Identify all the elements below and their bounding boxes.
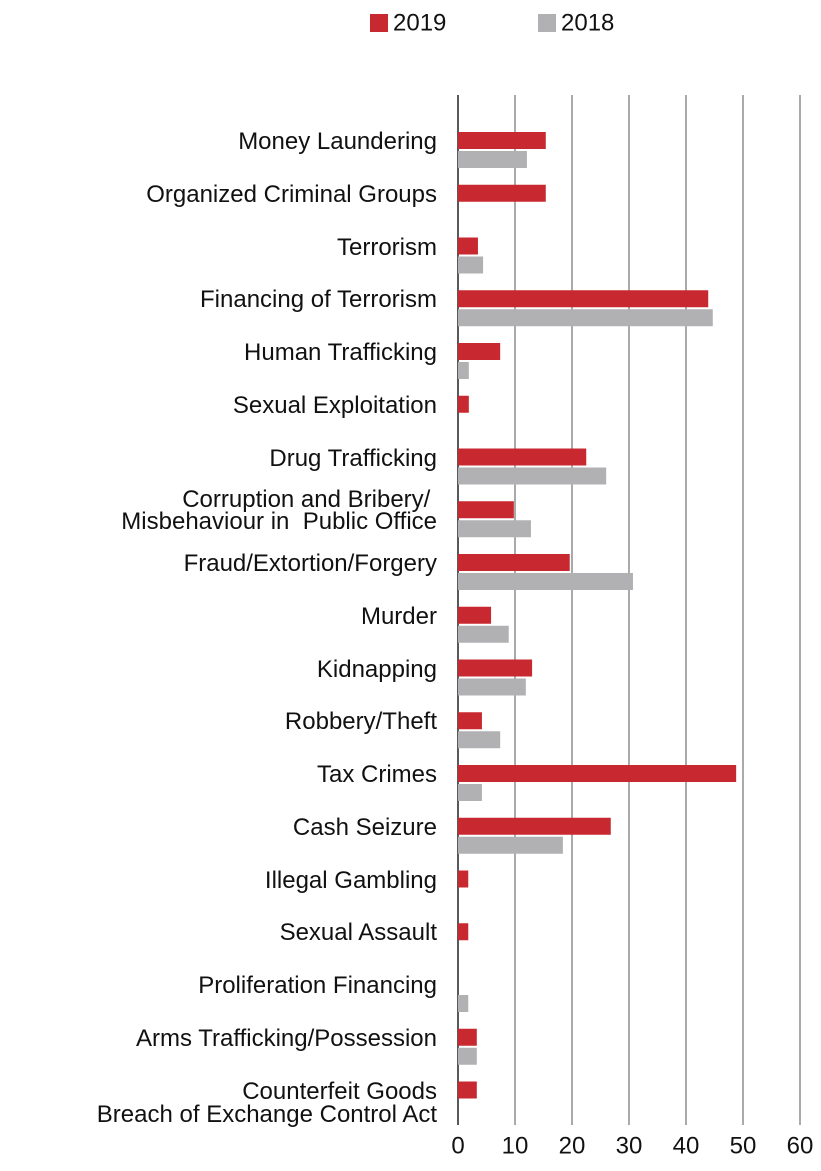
y-tick-label: Sexual Exploitation: [232, 391, 437, 419]
x-tick-label: 10: [502, 1132, 529, 1159]
y-tick-label: Financing of Terrorism: [200, 286, 437, 314]
legend-swatch: [370, 14, 388, 32]
bar: [458, 923, 469, 941]
bar: [458, 817, 611, 835]
bar: [458, 678, 526, 696]
y-tick-label: Fraud/Extortion/Forgery: [183, 550, 437, 577]
y-tick-label: Proliferation Financing: [198, 972, 437, 999]
bar: [458, 731, 501, 749]
bar: [458, 151, 527, 168]
legend-label: 2019: [393, 9, 446, 36]
bar: [458, 520, 531, 538]
y-tick-label: Corruption and Bribery/ Misbehaviour in …: [121, 486, 437, 536]
legend-label: 2018: [561, 9, 614, 36]
bar: [458, 448, 587, 466]
bar: [458, 184, 546, 202]
y-tick-label: Money Laundering: [238, 128, 437, 155]
y-tick-label: Sexual Assault: [279, 919, 437, 947]
bar: [458, 395, 469, 413]
bar: [458, 765, 737, 782]
y-tick-label: Terrorism: [337, 233, 437, 261]
y-tick-label: Arms Trafficking/Possession: [136, 1024, 437, 1052]
bar: [458, 712, 482, 730]
bar: [458, 1047, 477, 1065]
y-tick-label: Counterfeit Goods: [242, 1077, 437, 1105]
x-tick-label: 40: [673, 1132, 700, 1159]
y-tick-label: Tax Crimes: [316, 761, 437, 788]
bar: [458, 784, 482, 801]
x-tick-label: 50: [730, 1132, 757, 1159]
bar: [458, 625, 509, 643]
bar: [458, 343, 501, 360]
bar: [458, 836, 563, 854]
bar: [458, 1081, 477, 1099]
bar: [458, 309, 713, 327]
bar: [458, 237, 478, 255]
y-tick-label: Murder: [360, 602, 437, 630]
bar: [458, 256, 484, 274]
y-tick-label: Drug Trafficking: [269, 444, 437, 472]
x-tick-label: 60: [787, 1132, 814, 1159]
bar: [458, 870, 469, 888]
x-tick-label: 30: [616, 1132, 643, 1159]
bar: [458, 467, 607, 485]
x-tick-label: 20: [559, 1132, 586, 1159]
bar: [458, 659, 533, 677]
bar: [458, 995, 469, 1012]
bar: [458, 573, 633, 590]
x-tick-label: 0: [451, 1132, 464, 1159]
bar: [458, 132, 546, 149]
bar: [458, 290, 709, 308]
y-tick-label: Organized Criminal Groups: [146, 180, 437, 208]
y-tick-label: Cash Seizure: [292, 813, 437, 841]
y-tick-label: Robbery/Theft: [284, 708, 437, 736]
bar: [458, 362, 469, 379]
bar: [458, 606, 492, 624]
y-tick-label: Illegal Gambling: [264, 866, 437, 894]
y-tick-label: Human Trafficking: [244, 339, 437, 366]
legend-swatch: [538, 14, 556, 32]
y-tick-label: Breach of Exchange Control Act: [96, 1100, 437, 1128]
bar: [458, 554, 570, 571]
bar: [458, 1028, 477, 1046]
bar: [458, 501, 514, 519]
y-tick-label: Kidnapping: [316, 655, 437, 683]
